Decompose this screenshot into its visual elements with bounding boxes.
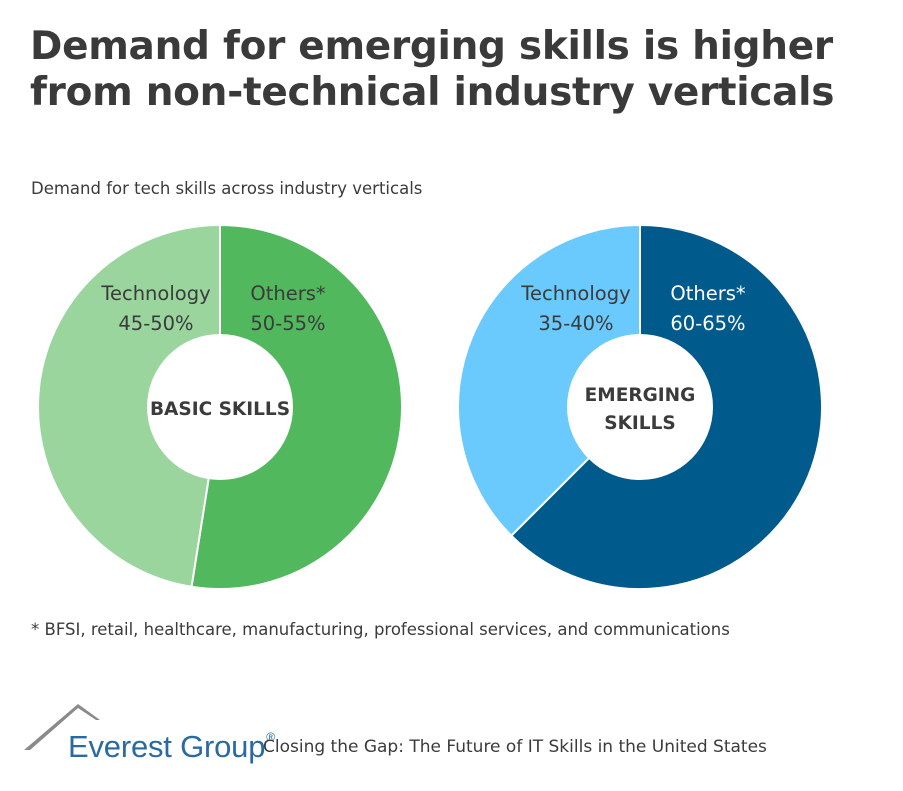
donut-hole — [147, 334, 293, 480]
donut-slice-technology — [37, 224, 221, 588]
donut-slice-others — [190, 224, 403, 590]
everest-mountain-icon — [24, 704, 100, 750]
donut-hole — [567, 334, 713, 480]
brand-logo: Everest Group® — [68, 729, 275, 765]
slice-value-label: 60-65% — [670, 312, 745, 335]
chart-subtitle: Demand for tech skills across industry v… — [31, 179, 423, 198]
title-line-2: from non-technical industry verticals — [30, 70, 835, 115]
donut-center-label: SKILLS — [604, 413, 675, 434]
title-line-1: Demand for emerging skills is higher — [30, 24, 833, 69]
registered-mark: ® — [266, 730, 275, 744]
donut-center-label: EMERGING — [585, 385, 696, 406]
slice-value-label: 45-50% — [118, 312, 193, 335]
brand-name: Everest Group — [68, 729, 266, 764]
slice-name-label: Technology — [520, 282, 630, 305]
slice-value-label: 50-55% — [250, 312, 325, 335]
slice-value-label: 35-40% — [538, 312, 613, 335]
donut-center-label: BASIC SKILLS — [150, 399, 290, 420]
donut-chart-2: Others* 60-65% Technology 35-40% EMERGING SKI… — [457, 224, 823, 590]
slice-name-label: Technology — [100, 282, 210, 305]
slice-name-label: Others* — [670, 282, 746, 305]
footnote: * BFSI, retail, healthcare, manufacturin… — [31, 620, 730, 639]
donut-chart-1: Others* 50-55% Technology 45-50% BASIC SKILL… — [37, 224, 403, 590]
donut-slice-technology — [457, 224, 641, 537]
slice-name-label: Others* — [250, 282, 326, 305]
page-title: Demand for emerging skills is higher fro… — [30, 24, 880, 116]
report-tagline: Closing the Gap: The Future of IT Skills… — [263, 737, 767, 757]
